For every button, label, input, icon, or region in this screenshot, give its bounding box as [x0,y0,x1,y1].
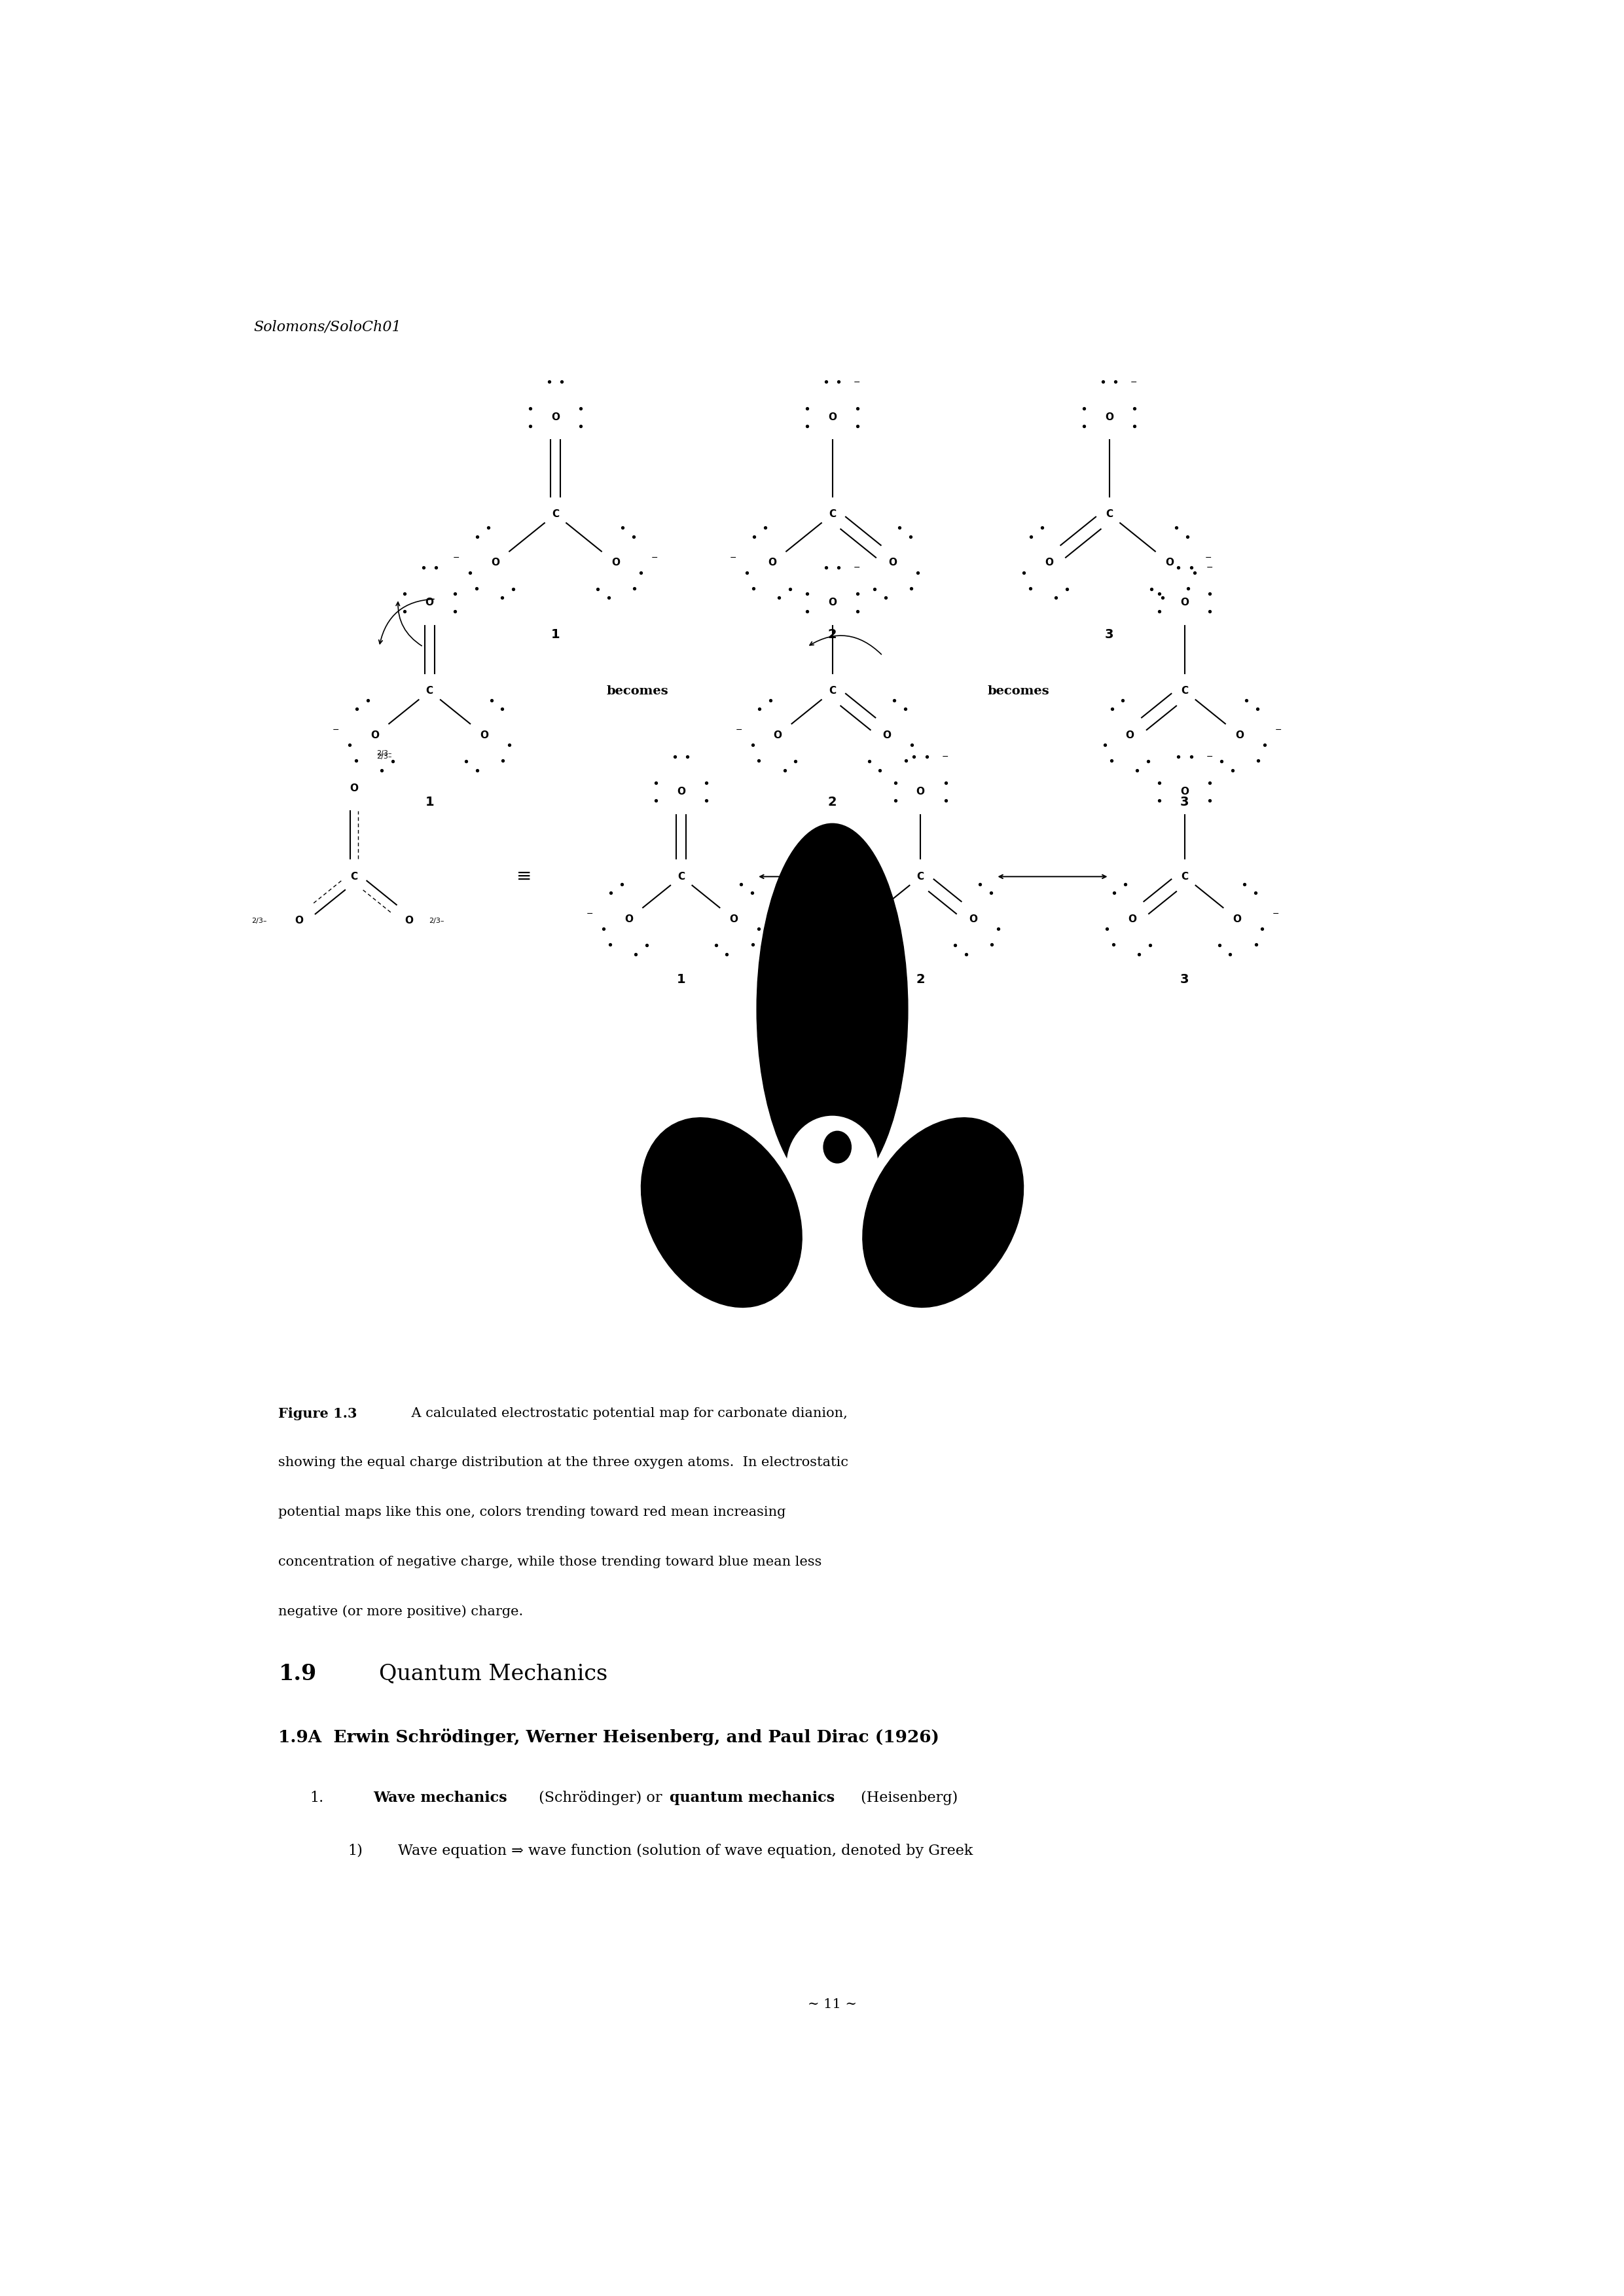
Text: −: − [453,553,460,563]
Ellipse shape [757,824,908,1194]
Text: ∼ 11 ∼: ∼ 11 ∼ [807,1998,857,2011]
Text: O: O [729,914,737,923]
Text: −: − [854,565,861,572]
Text: O: O [968,914,978,923]
Ellipse shape [788,1116,877,1212]
Text: O: O [1181,597,1189,608]
Text: negative (or more positive) charge.: negative (or more positive) charge. [279,1605,523,1619]
Text: −: − [736,726,742,735]
Text: (Heisenberg): (Heisenberg) [856,1791,958,1805]
Text: C: C [1181,872,1189,882]
Text: O: O [864,914,872,923]
Text: quantum mechanics: quantum mechanics [671,1791,835,1805]
Text: C: C [918,872,924,882]
Text: 1.9: 1.9 [279,1662,317,1685]
Text: −: − [1273,909,1280,918]
Text: −: − [586,909,593,918]
Text: O: O [1129,914,1137,923]
Text: O: O [481,730,489,739]
Text: 2/3–: 2/3– [377,753,391,760]
Text: O: O [1236,730,1244,739]
Text: O: O [828,411,836,422]
Text: −: − [942,753,948,762]
Text: 2/3–: 2/3– [429,918,445,923]
Text: O: O [916,788,924,797]
Text: 2: 2 [828,797,836,808]
Text: −: − [1130,379,1137,386]
Text: C: C [1181,687,1189,696]
Text: −: − [1275,726,1281,735]
Text: becomes: becomes [606,684,667,698]
Text: O: O [677,788,685,797]
Text: 2: 2 [916,974,924,985]
Text: −: − [854,379,861,386]
Text: C: C [828,510,836,519]
Text: (Schrödinger) or: (Schrödinger) or [534,1791,666,1805]
Text: O: O [625,914,633,923]
Text: O: O [773,730,781,739]
Text: 1.: 1. [310,1791,323,1805]
Text: −: − [729,553,737,563]
Text: 3: 3 [1181,974,1189,985]
Text: Figure 1.3: Figure 1.3 [279,1407,357,1421]
Text: A calculated electrostatic potential map for carbonate dianion,: A calculated electrostatic potential map… [395,1407,848,1419]
Text: 2/3–: 2/3– [252,918,266,923]
Text: −: − [1205,553,1212,563]
Text: −: − [825,909,833,918]
Text: 1: 1 [677,974,685,985]
Text: −: − [770,909,776,918]
Ellipse shape [641,1118,802,1306]
Text: O: O [1104,411,1114,422]
Text: O: O [1233,914,1241,923]
Ellipse shape [862,1118,1023,1306]
Text: O: O [888,558,896,567]
Text: −: − [333,726,339,735]
Text: C: C [552,510,559,519]
Text: O: O [349,783,359,792]
Text: O: O [1164,558,1174,567]
Text: 1: 1 [551,629,560,641]
Text: C: C [828,687,836,696]
Text: O: O [1125,730,1134,739]
Text: 2/3–: 2/3– [377,751,391,755]
Text: −: − [651,553,658,563]
Text: O: O [551,411,560,422]
Text: O: O [1181,788,1189,797]
Text: O: O [768,558,776,567]
Text: O: O [490,558,500,567]
Text: Wave mechanics: Wave mechanics [374,1791,507,1805]
Text: 1: 1 [425,797,434,808]
Text: showing the equal charge distribution at the three oxygen atoms.  In electrostat: showing the equal charge distribution at… [279,1456,849,1469]
Text: O: O [370,730,378,739]
Text: 2: 2 [828,629,836,641]
Text: C: C [1106,510,1112,519]
Text: C: C [425,687,434,696]
Text: O: O [404,916,412,925]
Text: O: O [1044,558,1054,567]
Text: −: − [1207,565,1213,572]
Text: concentration of negative charge, while those trending toward blue mean less: concentration of negative charge, while … [279,1554,822,1568]
Ellipse shape [823,1132,851,1164]
Text: C: C [351,872,357,882]
Text: O: O [883,730,892,739]
Text: becomes: becomes [987,684,1049,698]
Text: O: O [828,597,836,608]
Text: C: C [677,872,685,882]
Text: ≡: ≡ [516,868,531,886]
Text: 1): 1) [348,1844,362,1857]
Text: 1.9A  Erwin Schrödinger, Werner Heisenberg, and Paul Dirac (1926): 1.9A Erwin Schrödinger, Werner Heisenber… [279,1729,940,1745]
Text: 3: 3 [1104,629,1114,641]
Text: O: O [425,597,434,608]
Text: O: O [296,916,304,925]
Text: Quantum Mechanics: Quantum Mechanics [380,1662,607,1685]
Text: −: − [1207,753,1213,762]
Text: O: O [611,558,620,567]
Text: 3: 3 [1181,797,1189,808]
Text: Wave equation ⇒ wave function (solution of wave equation, denoted by Greek: Wave equation ⇒ wave function (solution … [398,1844,973,1857]
Text: potential maps like this one, colors trending toward red mean increasing: potential maps like this one, colors tre… [279,1506,786,1518]
Text: Solomons/SoloCh01: Solomons/SoloCh01 [253,319,401,335]
